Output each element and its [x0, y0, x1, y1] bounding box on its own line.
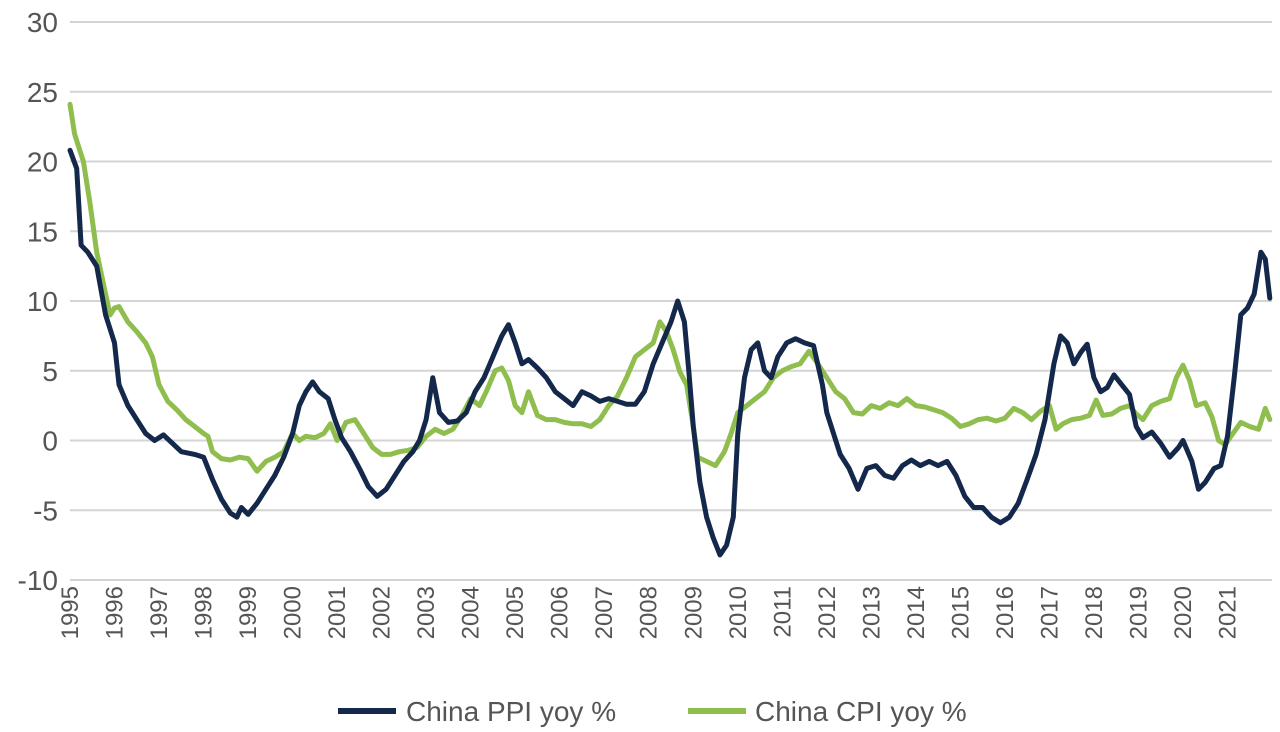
x-tick-label: 2019	[1125, 586, 1152, 639]
x-tick-label: 2000	[280, 586, 307, 639]
x-tick-label: 2020	[1170, 586, 1197, 639]
x-tick-label: 2012	[814, 586, 841, 639]
x-tick-label: 1999	[235, 586, 262, 639]
x-tick-label: 2008	[636, 586, 663, 639]
x-tick-label: 2013	[858, 586, 885, 639]
x-tick-label: 2018	[1081, 586, 1108, 639]
y-tick-label: 15	[27, 216, 58, 247]
legend-item-ppi: China PPI yoy %	[338, 696, 616, 727]
legend: China PPI yoy % China CPI yoy %	[338, 696, 967, 727]
x-tick-label: 1995	[57, 586, 84, 639]
series-line-cpi	[67, 101, 1273, 474]
x-tick-label: 2014	[903, 586, 930, 639]
legend-label: China CPI yoy %	[755, 696, 967, 727]
x-tick-label: 2011	[769, 586, 796, 638]
y-tick-label: 0	[42, 426, 58, 457]
x-tick-label: 1998	[191, 586, 218, 639]
x-axis-ticks: 1995 1996 1997 1998 1999 2000 2001 2002 2003 2004…	[57, 586, 1241, 639]
x-tick-label: 2017	[1036, 586, 1063, 639]
gridlines	[70, 21, 1272, 581]
x-tick-label: 2006	[547, 586, 574, 639]
x-tick-label: 2021	[1214, 586, 1241, 639]
legend-label: China PPI yoy %	[406, 696, 616, 727]
y-tick-label: 20	[27, 147, 58, 178]
x-tick-label: 1996	[102, 586, 129, 639]
legend-item-cpi: China CPI yoy %	[688, 696, 967, 727]
series-lines	[67, 101, 1273, 558]
y-tick-label: 25	[27, 77, 58, 108]
x-tick-label: 2004	[458, 586, 485, 639]
y-tick-label: 5	[42, 356, 58, 387]
y-tick-label: -10	[18, 565, 58, 596]
x-tick-label: 2001	[324, 586, 351, 639]
y-tick-label: 30	[27, 7, 58, 38]
x-tick-label: 2010	[725, 586, 752, 639]
y-tick-label: 10	[27, 286, 58, 317]
series-line-ppi	[67, 147, 1273, 558]
x-tick-label: 2016	[992, 586, 1019, 639]
x-tick-label: 1997	[146, 586, 173, 639]
x-tick-label: 2005	[502, 586, 529, 639]
x-tick-label: 2002	[369, 586, 396, 639]
y-axis-ticks: -10 -5 0 5 10 15 20 25 30	[18, 7, 58, 596]
x-tick-label: 2007	[591, 586, 618, 639]
x-tick-label: 2015	[947, 586, 974, 639]
x-tick-label: 2009	[680, 586, 707, 639]
y-tick-label: -5	[33, 495, 58, 526]
x-tick-label: 2003	[413, 586, 440, 639]
